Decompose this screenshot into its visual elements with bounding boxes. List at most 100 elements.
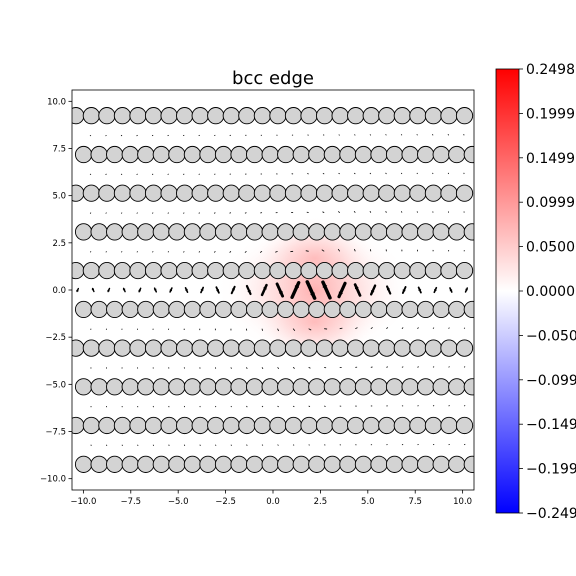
displacement-mark <box>353 211 356 213</box>
displacement-mark <box>401 327 404 329</box>
atom <box>261 223 279 241</box>
arrow-head <box>418 287 422 291</box>
displacement-mark <box>168 444 170 446</box>
displacement-mark <box>275 250 278 253</box>
atom <box>168 300 186 319</box>
arrow-head <box>338 291 343 297</box>
atom <box>199 300 217 319</box>
atom <box>238 261 256 280</box>
displacement-mark <box>338 134 340 136</box>
atom <box>214 455 233 473</box>
displacement-mark <box>385 134 387 136</box>
arrow-head <box>231 286 235 291</box>
atom <box>176 416 194 435</box>
atom <box>323 378 341 396</box>
displacement-mark <box>277 405 279 408</box>
y-tick-label: −10.0 <box>40 475 66 485</box>
y-tick-label: 2.5 <box>52 239 66 249</box>
displacement-mark <box>292 444 295 446</box>
atom <box>300 184 318 202</box>
displacement-mark <box>244 251 247 253</box>
displacement-mark <box>308 328 312 331</box>
atom <box>339 145 357 164</box>
atom <box>222 261 240 280</box>
displacement-mark <box>370 327 373 330</box>
arrow-head <box>122 288 126 292</box>
atom <box>230 145 248 164</box>
displacement-mark <box>105 212 107 214</box>
atom <box>409 261 427 280</box>
atom <box>121 455 139 473</box>
atom <box>385 223 404 241</box>
atom <box>183 145 202 164</box>
displacement-mark <box>322 172 325 175</box>
atom <box>424 184 443 202</box>
atom <box>331 339 349 357</box>
atom <box>463 300 474 319</box>
displacement-mark <box>105 173 107 176</box>
displacement-mark <box>152 251 154 253</box>
displacement-mark <box>183 212 185 214</box>
atom <box>238 107 256 125</box>
atom <box>230 223 248 241</box>
displacement-mark <box>183 251 185 253</box>
arrow-head <box>263 285 267 290</box>
displacement-mark <box>136 251 138 253</box>
displacement-mark <box>246 444 248 446</box>
atom <box>385 378 404 396</box>
arrow-head <box>371 290 375 295</box>
displacement-mark <box>305 250 309 252</box>
colorbar-tick-label: 0.0500 <box>526 240 575 256</box>
atom <box>378 339 396 357</box>
arrow-head <box>402 289 406 294</box>
atom <box>292 145 310 164</box>
atom <box>463 378 474 396</box>
atom <box>74 300 93 319</box>
atom <box>455 107 474 125</box>
atom <box>261 455 279 473</box>
atom <box>440 261 458 280</box>
atom <box>292 300 310 319</box>
displacement-mark <box>447 134 449 136</box>
y-tick-label: 10.0 <box>47 97 66 107</box>
atom <box>448 455 466 473</box>
atom <box>144 261 163 280</box>
atom <box>98 184 116 202</box>
atom <box>347 416 365 435</box>
arrow-head <box>153 288 157 292</box>
atom <box>253 107 271 125</box>
colorbar-tick-label: 0.2498 <box>526 62 575 78</box>
atom <box>284 107 303 125</box>
atom <box>121 145 139 164</box>
atom <box>277 455 295 473</box>
atom <box>74 145 93 164</box>
colorbar: 0.2498 0.1999 0.1499 0.0999 0.0500 0.0000 −0.0… <box>495 62 576 522</box>
displacement-mark <box>89 173 92 176</box>
displacement-arrows-core <box>75 280 469 300</box>
atom <box>284 416 303 435</box>
atom <box>424 261 443 280</box>
colorbar-tick-label: −0.1499 <box>526 417 576 433</box>
atom <box>261 145 279 164</box>
displacement-mark <box>215 405 217 408</box>
atom <box>277 145 295 164</box>
atom <box>82 261 100 280</box>
atom <box>191 184 209 202</box>
atom <box>424 339 443 357</box>
atom <box>199 145 217 164</box>
displacement-mark <box>151 134 154 137</box>
displacement-mark <box>308 366 311 369</box>
atom <box>176 261 194 280</box>
atom <box>129 184 147 202</box>
atom <box>74 455 93 473</box>
atom <box>277 300 295 319</box>
atom <box>160 261 178 280</box>
atom <box>463 455 474 473</box>
displacement-mark <box>416 172 418 175</box>
arrow-head <box>107 288 110 292</box>
atom <box>417 223 435 241</box>
atom <box>214 145 233 164</box>
atom <box>253 416 271 435</box>
atom <box>331 261 349 280</box>
displacement-mark <box>354 248 356 252</box>
